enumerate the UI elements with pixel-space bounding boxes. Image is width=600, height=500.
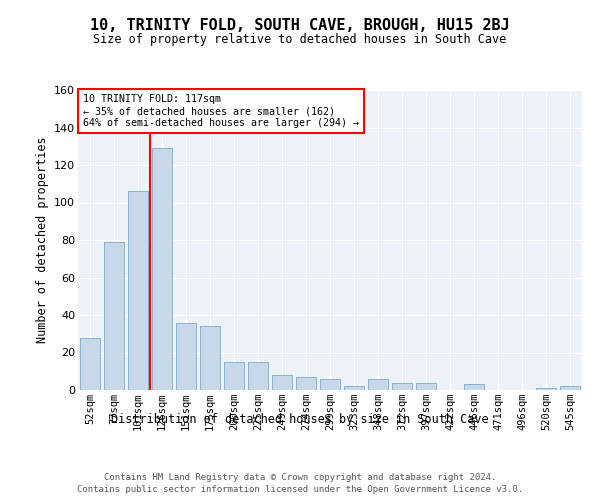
- Bar: [392, 382, 412, 390]
- Bar: [80, 338, 100, 390]
- Bar: [224, 362, 244, 390]
- Bar: [128, 191, 148, 390]
- Y-axis label: Number of detached properties: Number of detached properties: [35, 136, 49, 344]
- Bar: [416, 382, 436, 390]
- Bar: [200, 326, 220, 390]
- Bar: [464, 384, 484, 390]
- Bar: [296, 377, 316, 390]
- Bar: [176, 322, 196, 390]
- Text: Contains public sector information licensed under the Open Government Licence v3: Contains public sector information licen…: [77, 485, 523, 494]
- Bar: [272, 375, 292, 390]
- Text: Size of property relative to detached houses in South Cave: Size of property relative to detached ho…: [94, 32, 506, 46]
- Bar: [248, 362, 268, 390]
- Bar: [560, 386, 580, 390]
- Bar: [320, 379, 340, 390]
- Text: 10, TRINITY FOLD, SOUTH CAVE, BROUGH, HU15 2BJ: 10, TRINITY FOLD, SOUTH CAVE, BROUGH, HU…: [90, 18, 510, 32]
- Bar: [536, 388, 556, 390]
- Text: Contains HM Land Registry data © Crown copyright and database right 2024.: Contains HM Land Registry data © Crown c…: [104, 472, 496, 482]
- Bar: [104, 242, 124, 390]
- Bar: [152, 148, 172, 390]
- Bar: [368, 379, 388, 390]
- Text: 10 TRINITY FOLD: 117sqm
← 35% of detached houses are smaller (162)
64% of semi-d: 10 TRINITY FOLD: 117sqm ← 35% of detache…: [83, 94, 359, 128]
- Bar: [344, 386, 364, 390]
- Text: Distribution of detached houses by size in South Cave: Distribution of detached houses by size …: [111, 412, 489, 426]
